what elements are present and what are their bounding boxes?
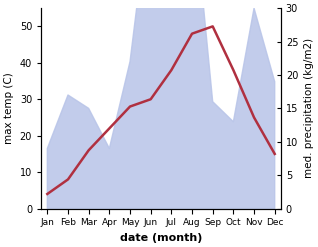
Y-axis label: med. precipitation (kg/m2): med. precipitation (kg/m2) xyxy=(304,38,314,178)
Y-axis label: max temp (C): max temp (C) xyxy=(4,72,14,144)
X-axis label: date (month): date (month) xyxy=(120,233,202,243)
